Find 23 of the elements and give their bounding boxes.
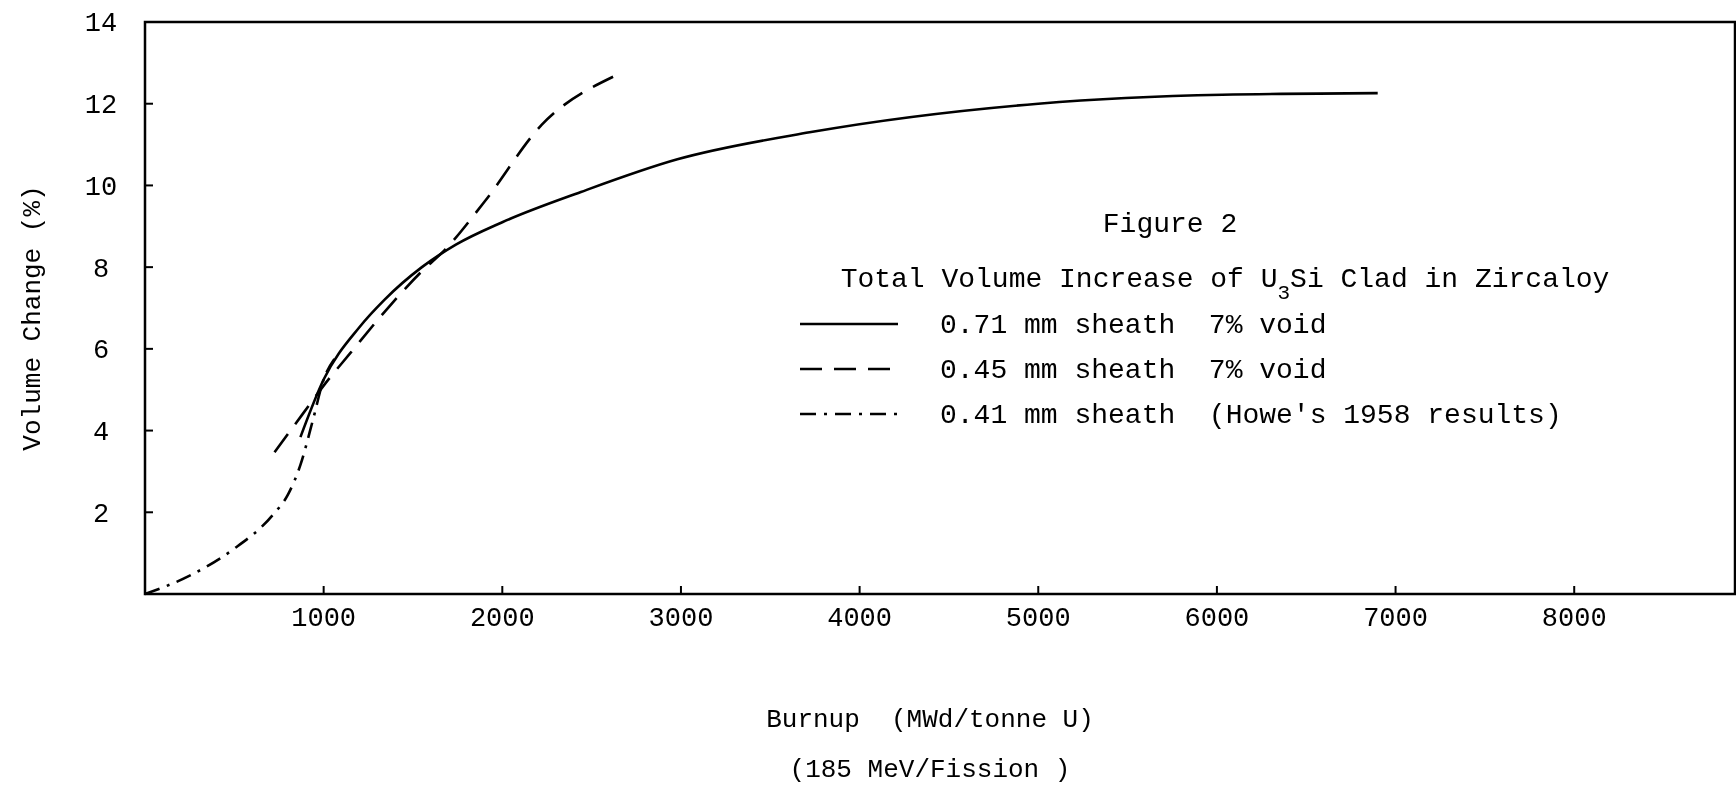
x-tick-label: 8000 xyxy=(1541,604,1607,634)
x-tick-label: 3000 xyxy=(648,604,714,634)
x-tick-label: 1000 xyxy=(291,604,357,634)
y-tick-label: 2 xyxy=(92,499,110,530)
legend-label: 0.45 mm sheath 7% void xyxy=(940,355,1327,386)
x-tick-label: 7000 xyxy=(1363,604,1428,634)
y-tick-label: 6 xyxy=(92,336,110,367)
y-axis-title: Volume Change (%) xyxy=(18,185,48,451)
text: (185 MeV/Fission ) xyxy=(789,755,1071,785)
y-tick-label: 14 xyxy=(84,9,118,40)
x-tick-label: 2000 xyxy=(469,604,535,634)
x-tick-label: 5000 xyxy=(1005,604,1071,634)
text: Figure 2 xyxy=(1102,209,1238,240)
x-axis-title: Burnup (MWd/tonne U) xyxy=(766,705,1094,735)
y-tick-label: 12 xyxy=(84,91,118,122)
text: Total Volume Increase of U$_{3}$Si Clad in Zircaloy xyxy=(840,264,1610,305)
x-tick-label: 4000 xyxy=(827,604,893,634)
legend-label: 0.71 mm sheath 7% void xyxy=(940,310,1327,341)
y-tick-label: 10 xyxy=(84,172,118,203)
legend-label: 0.41 mm sheath (Howe's 1958 results) xyxy=(940,400,1562,431)
x-tick-label: 6000 xyxy=(1184,604,1250,634)
y-tick-label: 8 xyxy=(92,254,110,285)
y-tick-label: 4 xyxy=(92,418,110,449)
